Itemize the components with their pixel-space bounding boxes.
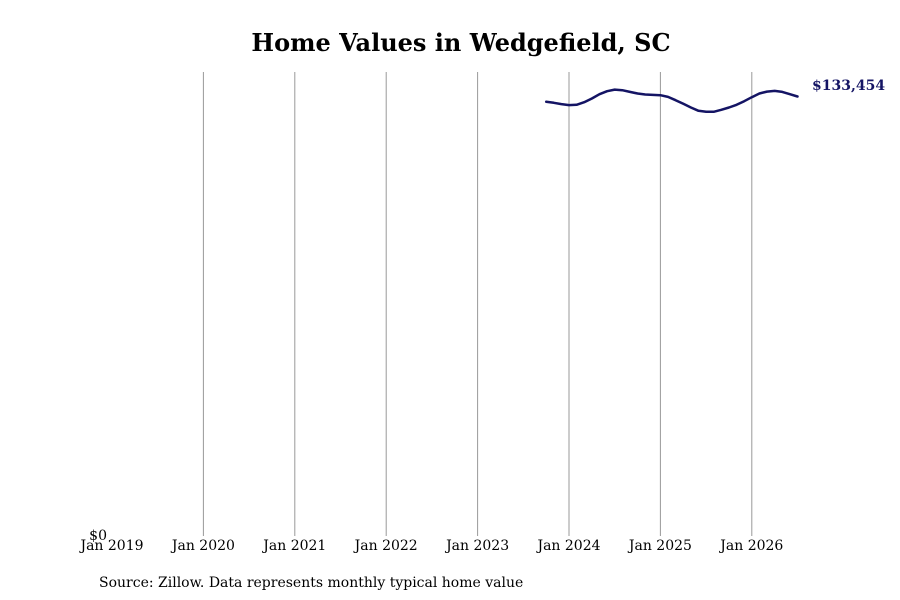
x-tick-label: Jan 2023 [444, 538, 509, 554]
y-axis-zero-label: $0 [89, 528, 107, 544]
home-value-line [544, 88, 799, 114]
latest-value-label: $133,454 [812, 78, 885, 94]
chart-title: Home Values in Wedgefield, SC [251, 28, 670, 57]
vertical-gridlines [202, 72, 753, 536]
source-note: Source: Zillow. Data represents monthly … [99, 575, 523, 591]
x-tick-label: Jan 2025 [627, 538, 692, 554]
x-tick-label: Jan 2020 [170, 538, 235, 554]
x-tick-label: Jan 2019 [78, 538, 143, 554]
x-tick-label: Jan 2026 [718, 538, 783, 554]
x-axis-tick-labels: Jan 2019 Jan 2020 Jan 2021 Jan 2022 Jan 2023… [78, 538, 783, 554]
x-tick-label: Jan 2021 [261, 538, 326, 554]
x-tick-label: Jan 2022 [353, 538, 418, 554]
x-tick-label: Jan 2024 [535, 538, 600, 554]
